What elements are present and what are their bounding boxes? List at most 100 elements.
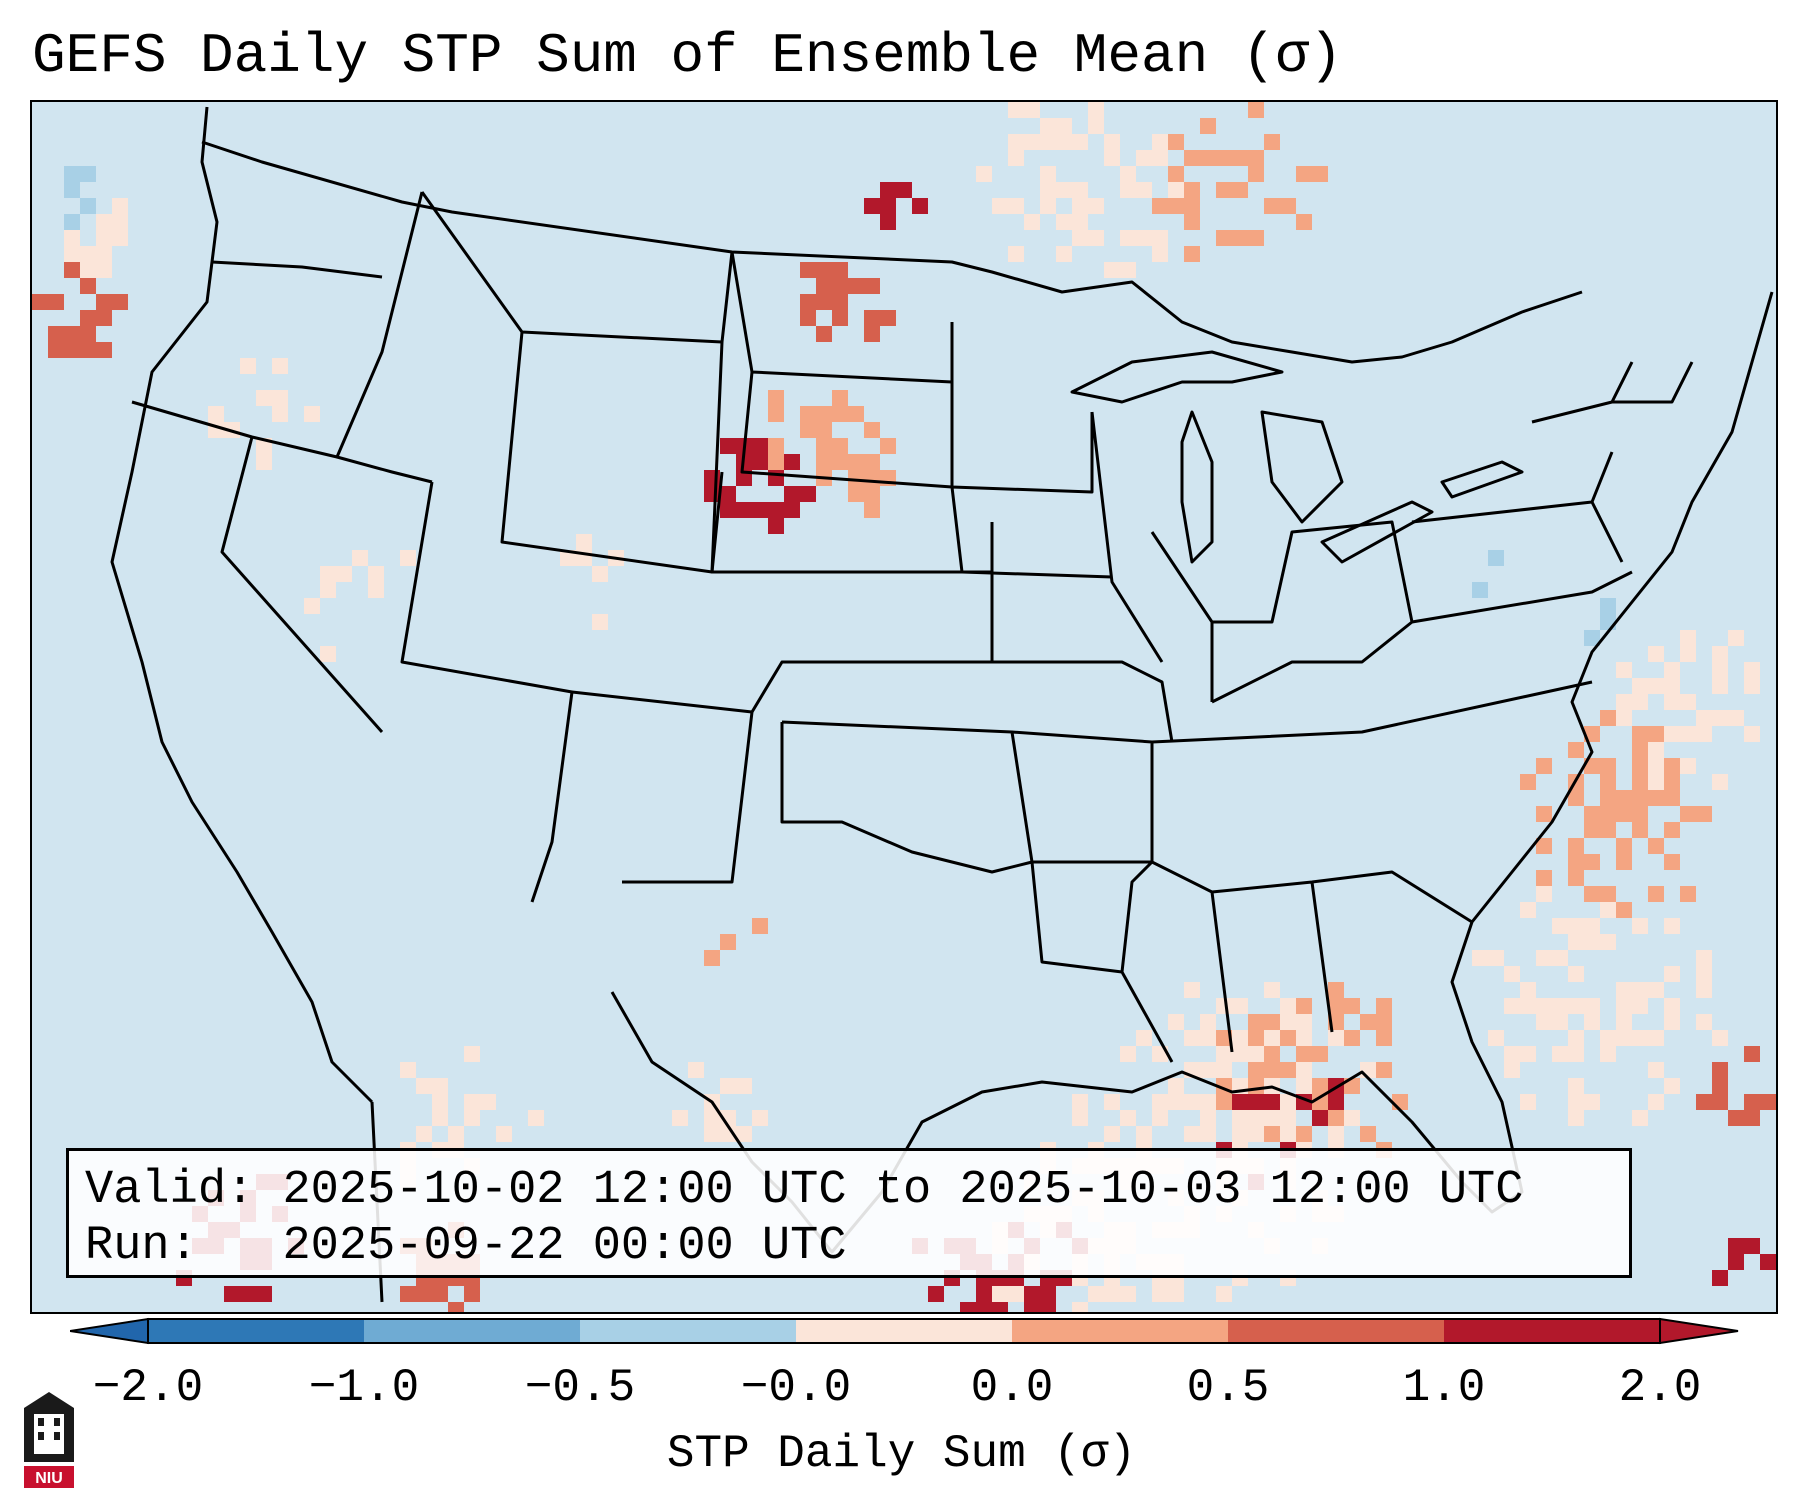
colorbar-extend-high [1659, 1317, 1739, 1345]
anomaly-cell [1152, 198, 1168, 214]
anomaly-cell [1280, 198, 1296, 214]
anomaly-cell [768, 502, 784, 518]
anomaly-cell [48, 294, 64, 310]
anomaly-cell [1248, 102, 1264, 118]
anomaly-cell [832, 262, 848, 278]
anomaly-cell [1152, 1286, 1168, 1302]
anomaly-cell [1168, 166, 1184, 182]
anomaly-cell [32, 294, 48, 310]
anomaly-cell [1616, 982, 1632, 998]
anomaly-cell [1056, 134, 1072, 150]
anomaly-cell [1616, 854, 1632, 870]
anomaly-cell [1376, 1062, 1392, 1078]
anomaly-cell [1632, 918, 1648, 934]
anomaly-cell [1104, 1094, 1120, 1110]
anomaly-cell [1120, 182, 1136, 198]
colorbar-extend-low [70, 1317, 149, 1345]
anomaly-cell [1664, 966, 1680, 982]
anomaly-cell [1616, 998, 1632, 1014]
anomaly-cell [1568, 790, 1584, 806]
anomaly-cell [80, 166, 96, 182]
anomaly-cell [1728, 710, 1744, 726]
anomaly-cell [1744, 1110, 1760, 1126]
anomaly-cell [912, 198, 928, 214]
anomaly-cell [1568, 870, 1584, 886]
anomaly-cell [1504, 998, 1520, 1014]
anomaly-cell [1600, 1030, 1616, 1046]
anomaly-cell [1184, 1094, 1200, 1110]
anomaly-cell [432, 1110, 448, 1126]
anomaly-cell [1168, 1094, 1184, 1110]
anomaly-cell [1520, 1046, 1536, 1062]
anomaly-cell [1648, 726, 1664, 742]
anomaly-cell [1040, 1286, 1056, 1302]
anomaly-cell [1600, 614, 1616, 630]
anomaly-cell [1360, 1062, 1376, 1078]
anomaly-cell [1488, 550, 1504, 566]
anomaly-cell [1296, 1030, 1312, 1046]
anomaly-cell [992, 1302, 1008, 1312]
anomaly-cell [1648, 982, 1664, 998]
anomaly-cell [1248, 1062, 1264, 1078]
colorbar-seg-7 [1444, 1319, 1660, 1343]
anomaly-cell [1664, 822, 1680, 838]
colorbar-tick-label: 2.0 [1618, 1362, 1702, 1414]
anomaly-cell [720, 486, 736, 502]
anomaly-cell [1536, 950, 1552, 966]
anomaly-cell [1488, 1030, 1504, 1046]
colorbar-seg-6 [1228, 1319, 1444, 1343]
anomaly-cell [1232, 150, 1248, 166]
anomaly-cell [1376, 1030, 1392, 1046]
anomaly-cell [1248, 1110, 1264, 1126]
anomaly-cell [96, 294, 112, 310]
anomaly-cell [880, 198, 896, 214]
anomaly-cell [1680, 630, 1696, 646]
anomaly-cell [1680, 694, 1696, 710]
anomaly-cell [768, 406, 784, 422]
anomaly-cell [1296, 214, 1312, 230]
anomaly-cell [1216, 998, 1232, 1014]
anomaly-cell [864, 470, 880, 486]
anomaly-cell [800, 422, 816, 438]
anomaly-cell [304, 598, 320, 614]
anomaly-cell [1216, 1030, 1232, 1046]
anomaly-cell [1728, 630, 1744, 646]
anomaly-cell [64, 342, 80, 358]
anomaly-cell [1248, 1014, 1264, 1030]
anomaly-cell [1184, 982, 1200, 998]
anomaly-cell [1104, 1126, 1120, 1142]
colorbar-label: STP Daily Sum (σ) [666, 1428, 1137, 1480]
anomaly-cell [800, 310, 816, 326]
anomaly-cell [1104, 150, 1120, 166]
colorbar-seg-2 [364, 1319, 580, 1343]
anomaly-cell [832, 438, 848, 454]
anomaly-cell [1136, 150, 1152, 166]
anomaly-cell [1664, 854, 1680, 870]
anomaly-cell [1024, 134, 1040, 150]
anomaly-cell [1632, 726, 1648, 742]
anomaly-cell [1680, 758, 1696, 774]
anomaly-cell [1264, 1030, 1280, 1046]
anomaly-cell [864, 502, 880, 518]
anomaly-cell [1312, 166, 1328, 182]
anomaly-cell [1056, 246, 1072, 262]
anomaly-cell [464, 1286, 480, 1302]
anomaly-cell [1248, 1094, 1264, 1110]
anomaly-cell [80, 246, 96, 262]
anomaly-cell [1632, 982, 1648, 998]
anomaly-cell [1744, 1094, 1760, 1110]
anomaly-cell [1760, 1254, 1776, 1270]
anomaly-cell [1584, 630, 1600, 646]
anomaly-cell [1184, 1030, 1200, 1046]
anomaly-cell [864, 486, 880, 502]
map-canvas [32, 102, 1776, 1312]
anomaly-cell [1296, 1062, 1312, 1078]
anomaly-cell [1040, 166, 1056, 182]
anomaly-cell [1744, 1238, 1760, 1254]
anomaly-cell [1072, 182, 1088, 198]
anomaly-cell [816, 326, 832, 342]
colorbar-tick-label: −0.0 [740, 1362, 852, 1414]
anomaly-cell [1152, 150, 1168, 166]
anomaly-cell [1264, 1110, 1280, 1126]
anomaly-cell [80, 310, 96, 326]
